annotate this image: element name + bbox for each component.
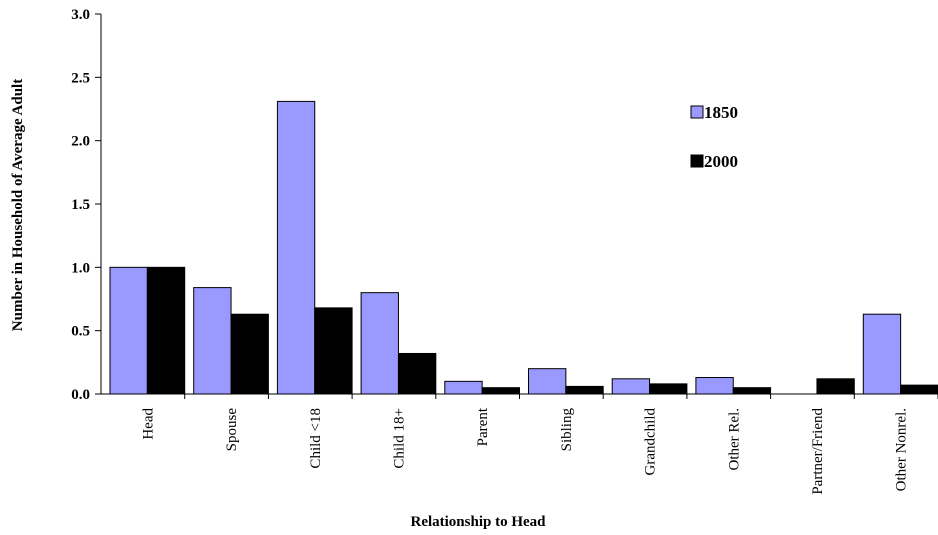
bar-2000-1 — [230, 313, 269, 395]
y-axis-title: Number in Household of Average Adult — [10, 79, 26, 331]
bar-2000-9 — [900, 384, 938, 395]
bar-1850-0 — [109, 266, 148, 395]
y-tick-label: 0.0 — [71, 387, 90, 403]
x-category-label: Head — [140, 408, 156, 440]
x-category-label: Parent — [475, 407, 491, 446]
bar-2000-8 — [816, 378, 855, 395]
x-category-label: Child 18+ — [391, 408, 407, 469]
bar-2000-5 — [565, 385, 604, 395]
bars-layer — [109, 100, 938, 395]
y-tick-label: 2.0 — [71, 134, 90, 150]
y-tick-label: 0.5 — [71, 324, 90, 340]
bar-1850-9 — [862, 313, 902, 395]
legend-swatch-1850 — [690, 105, 704, 119]
bar-1850-1 — [193, 287, 232, 395]
y-tick-label: 1.0 — [71, 260, 90, 276]
x-category-label: Other Rel. — [726, 408, 742, 470]
bar-1850-3 — [360, 292, 399, 395]
x-category-label: Other Nonrel. — [894, 408, 910, 491]
x-category-label: Partner/Friend — [810, 408, 826, 495]
y-tick-label: 3.0 — [71, 7, 90, 23]
x-category-label: Sibling — [559, 408, 575, 452]
x-category-label: Child <18 — [308, 408, 324, 469]
bar-2000-3 — [397, 352, 437, 395]
bar-1850-4 — [444, 380, 483, 395]
legend: 1850 2000 — [690, 103, 738, 171]
y-axis-ticks: 0.0 0.5 1.0 1.5 2.0 2.5 3.0 — [71, 7, 101, 403]
x-category-label: Grandchild — [643, 408, 659, 476]
bar-2000-2 — [314, 307, 353, 395]
bar-1850-7 — [695, 377, 734, 395]
bar-1850-5 — [528, 368, 567, 395]
bar-1850-2 — [276, 100, 316, 395]
x-axis-labels: Head Spouse Child <18 Child 18+ Parent Siblin… — [140, 394, 938, 495]
bar-2000-0 — [146, 266, 186, 395]
legend-label-2000: 2000 — [704, 152, 738, 171]
bar-1850-6 — [611, 378, 651, 395]
legend-swatch-2000 — [690, 154, 704, 168]
legend-label-1850: 1850 — [704, 103, 738, 122]
bar-2000-7 — [732, 387, 772, 395]
bar-2000-6 — [649, 383, 688, 395]
bar-2000-4 — [481, 387, 520, 395]
x-axis-title: Relationship to Head — [410, 514, 546, 530]
x-category-label: Spouse — [224, 408, 240, 452]
y-tick-label: 2.5 — [71, 70, 90, 86]
y-tick-label: 1.5 — [71, 197, 90, 213]
